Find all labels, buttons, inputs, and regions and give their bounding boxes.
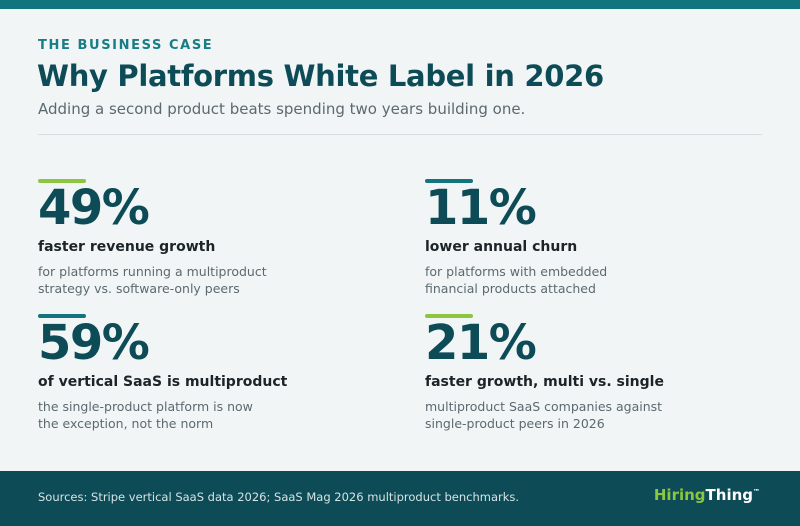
page-title: Why Platforms White Label in 2026 <box>37 59 604 93</box>
eyebrow-label: THE BUSINESS CASE <box>38 38 214 53</box>
stat-label: of vertical SaaS is multiproduct <box>38 374 288 390</box>
stat-description: multiproduct SaaS companies against sing… <box>425 398 755 432</box>
stat-description: for platforms running a multiproduct str… <box>38 263 368 297</box>
stat-multi-vs-single: 21% faster growth, multi vs. single mult… <box>425 314 755 432</box>
stat-label: faster revenue growth <box>38 239 216 255</box>
hiringthing-logo: HiringThing™ <box>654 486 760 504</box>
stat-description-line: for platforms with embedded <box>425 264 608 279</box>
page-subtitle: Adding a second product beats spending t… <box>38 100 526 118</box>
sources-note: Sources: Stripe vertical SaaS data 2026;… <box>38 490 520 504</box>
stat-churn: 11% lower annual churn for platforms wit… <box>425 179 755 297</box>
stat-value: 21% <box>425 315 537 371</box>
stat-revenue-growth: 49% faster revenue growth for platforms … <box>38 179 368 297</box>
stat-label: lower annual churn <box>425 239 578 255</box>
stat-description-line: multiproduct SaaS companies against <box>425 399 663 414</box>
stat-description-line: strategy vs. software-only peers <box>38 281 240 296</box>
stat-description-line: the exception, not the norm <box>38 416 214 431</box>
stat-multiproduct-share: 59% of vertical SaaS is multiproduct the… <box>38 314 368 432</box>
logo-text-thing: Thing <box>705 486 753 504</box>
stat-description-line: single-product peers in 2026 <box>425 416 605 431</box>
stat-accent-bar <box>38 179 86 183</box>
stat-value: 59% <box>38 315 150 371</box>
stat-label: faster growth, multi vs. single <box>425 374 664 390</box>
stat-description: for platforms with embedded financial pr… <box>425 263 755 297</box>
stat-accent-bar <box>425 314 473 318</box>
logo-trademark: ™ <box>753 488 760 496</box>
stat-value: 49% <box>38 180 150 236</box>
header-divider <box>38 134 762 135</box>
stat-description: the single-product platform is now the e… <box>38 398 368 432</box>
stat-description-line: financial products attached <box>425 281 596 296</box>
top-accent-bar <box>0 0 800 9</box>
stat-value: 11% <box>425 180 537 236</box>
footer-bar: Sources: Stripe vertical SaaS data 2026;… <box>0 471 800 526</box>
stat-accent-bar <box>38 314 86 318</box>
stat-accent-bar <box>425 179 473 183</box>
logo-text-hiring: Hiring <box>653 486 706 504</box>
stat-description-line: for platforms running a multiproduct <box>38 264 267 279</box>
stat-description-line: the single-product platform is now <box>38 399 253 414</box>
